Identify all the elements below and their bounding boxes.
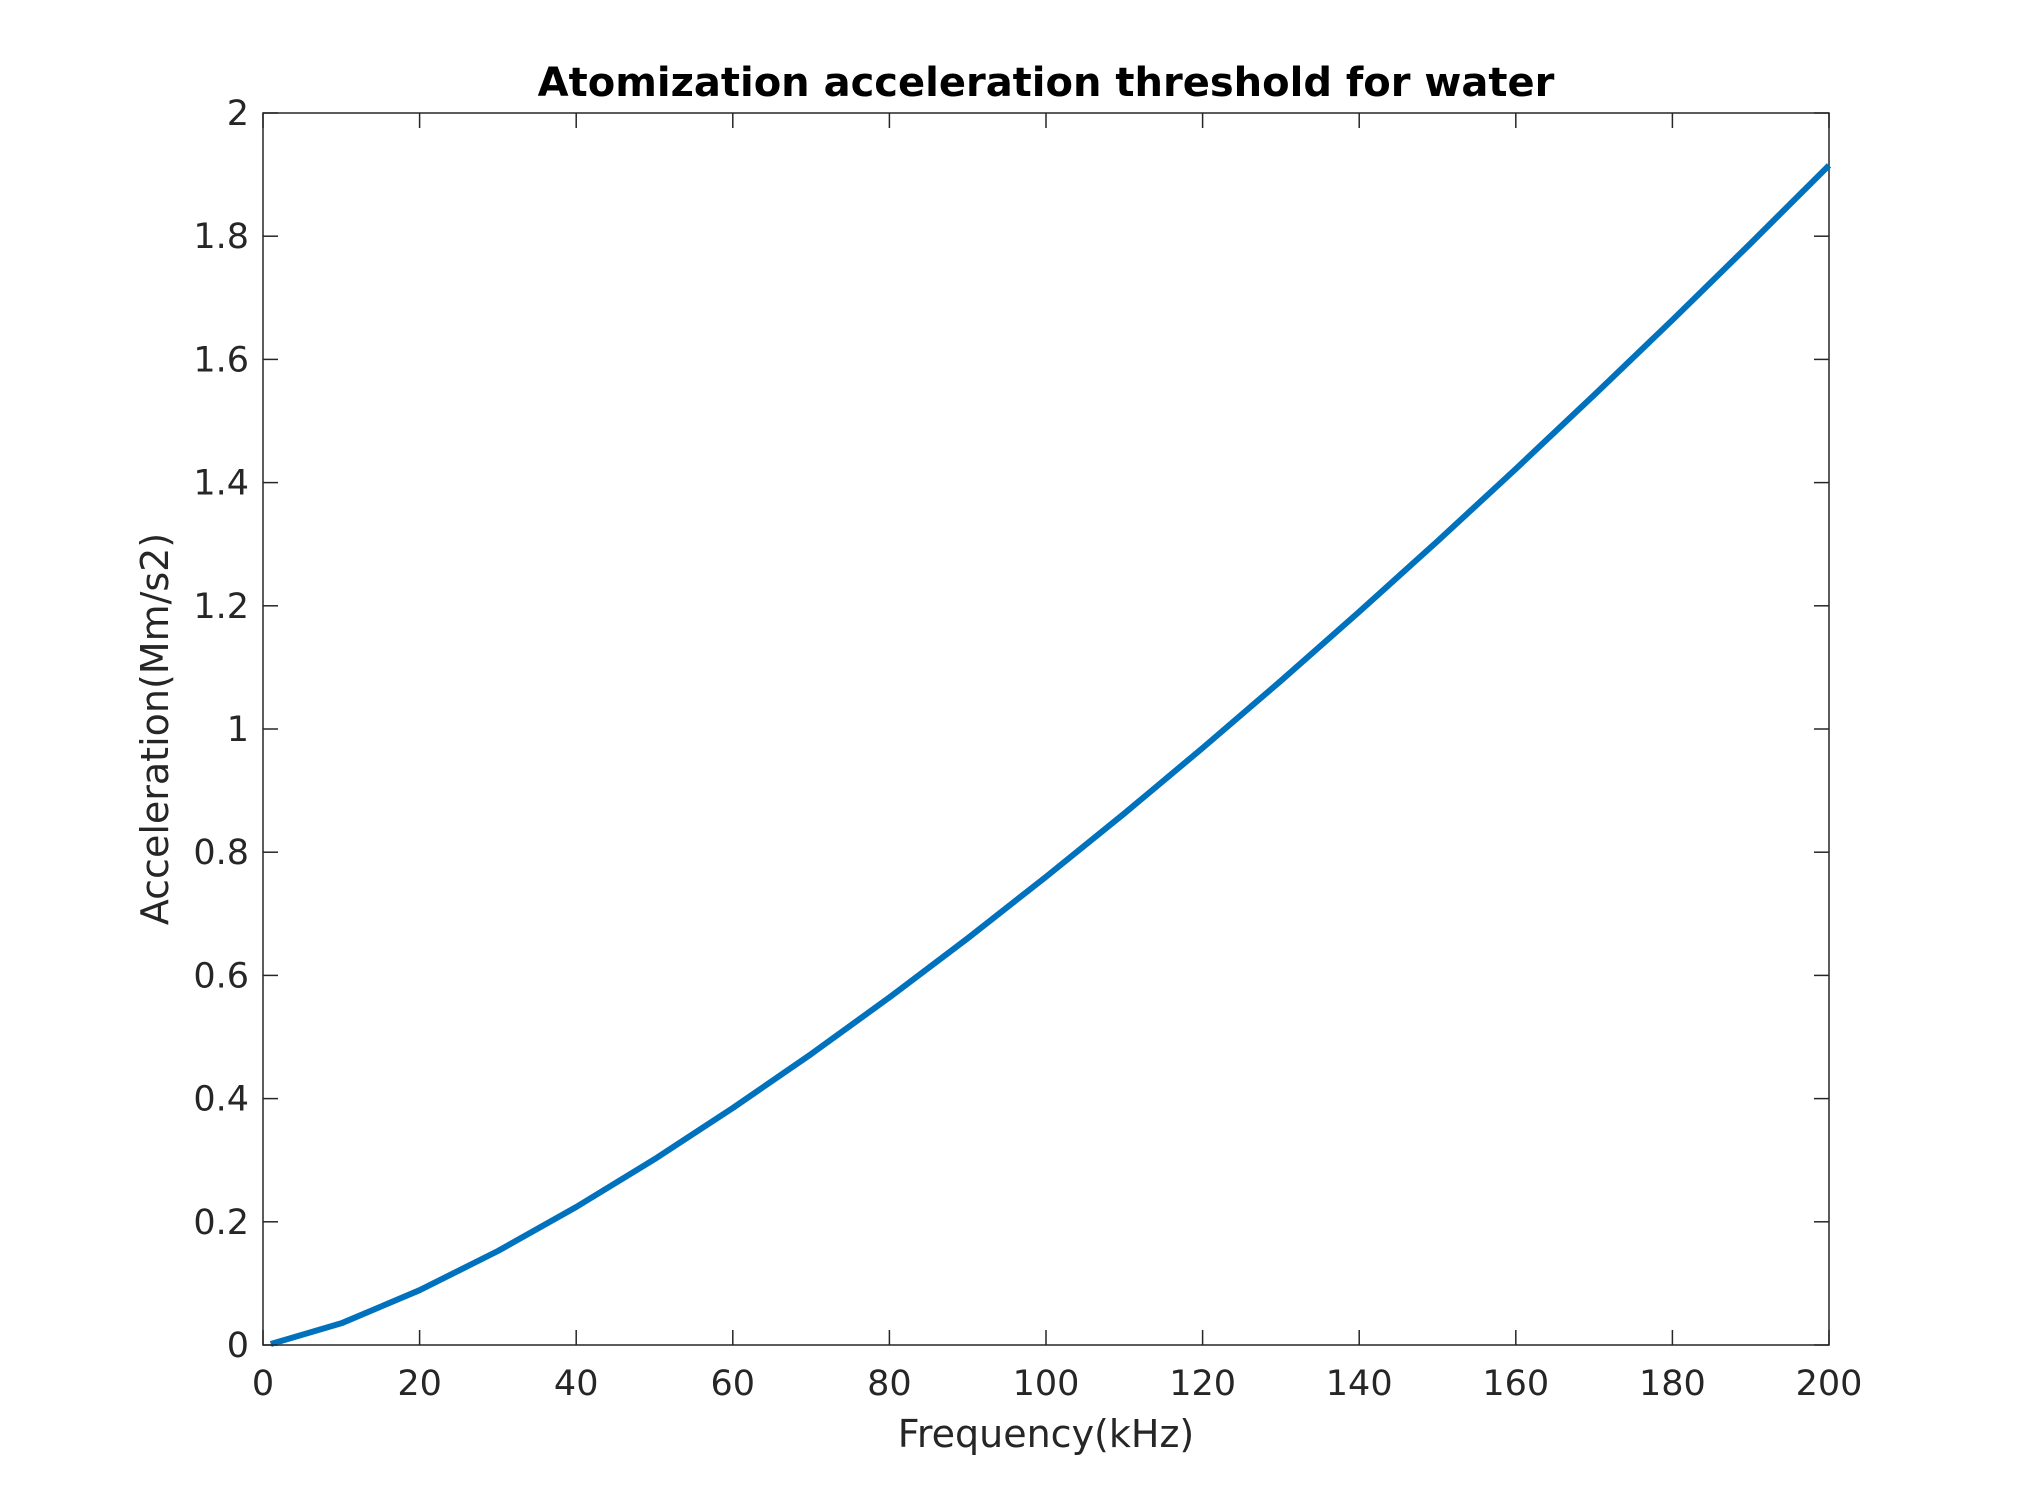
x-tick-label: 20 xyxy=(397,1364,442,1404)
x-tick-label: 200 xyxy=(1796,1364,1863,1404)
series-line-threshold xyxy=(269,163,1832,1347)
axes-box xyxy=(262,112,1830,1346)
x-axis-label: Frequency(kHz) xyxy=(898,1412,1195,1456)
x-tick-label: 180 xyxy=(1639,1364,1706,1404)
x-tick-label: 100 xyxy=(1013,1364,1080,1404)
x-tick-label: 60 xyxy=(711,1364,756,1404)
y-tick-label: 1 xyxy=(227,710,249,750)
y-tick-label: 0 xyxy=(227,1326,249,1366)
y-tick-label: 2 xyxy=(227,94,249,134)
y-tick-label: 0.8 xyxy=(193,833,249,873)
ticks: 0 20 40 60 80 100 120 140 160 180 200 0 0.2 0.4 0.6 0.8… xyxy=(193,94,1862,1404)
plot-area xyxy=(262,112,1832,1347)
x-tick-label: 140 xyxy=(1326,1364,1393,1404)
chart-title: Atomization acceleration threshold for w… xyxy=(538,60,1555,106)
y-tick-label: 1.2 xyxy=(193,587,249,627)
y-axis-label: Acceleration(Mm/s2) xyxy=(133,533,177,925)
x-tick-label: 80 xyxy=(867,1364,912,1404)
y-tick-label: 0.6 xyxy=(193,956,249,996)
y-tick-label: 0.4 xyxy=(193,1080,249,1120)
x-tick-label: 0 xyxy=(252,1364,274,1404)
y-tick-label: 1.8 xyxy=(193,217,249,257)
x-tick-label: 160 xyxy=(1482,1364,1549,1404)
y-tick-label: 1.6 xyxy=(193,340,249,380)
x-tick-label: 40 xyxy=(554,1364,599,1404)
y-tick-label: 0.2 xyxy=(193,1203,249,1243)
y-tick-label: 1.4 xyxy=(193,464,249,504)
x-tick-label: 120 xyxy=(1169,1364,1236,1404)
